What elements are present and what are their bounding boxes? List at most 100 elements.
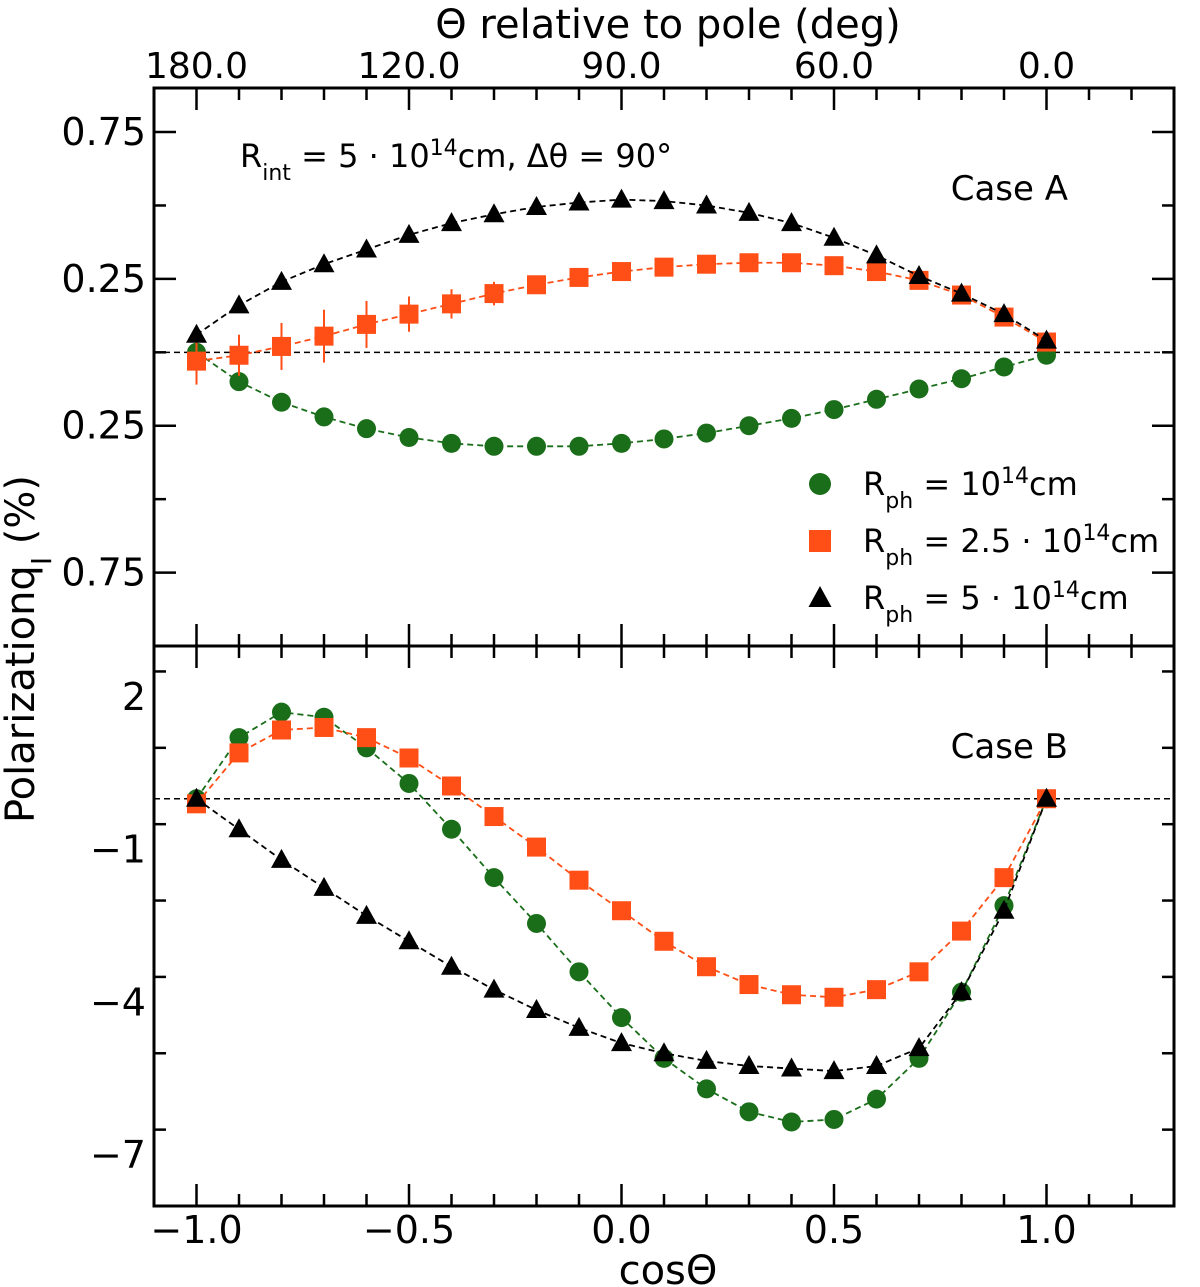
legend-exp: 14: [1052, 578, 1080, 603]
data-point: [866, 1055, 887, 1074]
y-tick-label: 0.75: [61, 551, 146, 595]
data-point: [697, 254, 716, 274]
legend-tail: cm: [1110, 522, 1159, 560]
series-case-a-0: [187, 342, 1056, 456]
y-axis-title-q: q: [0, 565, 44, 590]
top-tick-label: 90.0: [581, 46, 661, 87]
data-point: [357, 419, 376, 439]
data-point: [994, 357, 1014, 377]
data-point: [271, 270, 292, 290]
data-point: [867, 389, 886, 409]
top-tick-label: 180.0: [145, 46, 248, 87]
data-point: [272, 720, 291, 740]
data-point: [484, 436, 504, 456]
data-point: [483, 978, 505, 998]
data-point: [867, 262, 886, 282]
legend-r: R: [863, 522, 885, 560]
data-point: [908, 1037, 930, 1057]
data-point: [612, 901, 631, 921]
y-axis-title-prefix: Polarization: [0, 591, 44, 823]
data-point: [399, 427, 419, 447]
data-point: [527, 275, 546, 295]
y-tick-label: −7: [90, 1133, 146, 1177]
data-point: [867, 1089, 886, 1109]
legend-eq: = 2.5 · 10: [913, 522, 1082, 560]
data-point: [739, 975, 759, 995]
data-point: [441, 212, 462, 232]
data-point: [314, 717, 334, 737]
data-point: [527, 436, 546, 456]
data-point: [782, 1112, 801, 1132]
data-point: [526, 999, 547, 1018]
top-axis-title: Θ relative to pole (deg): [435, 2, 901, 48]
data-point: [442, 819, 461, 839]
data-point: [569, 267, 589, 287]
legend-r: R: [863, 465, 885, 503]
data-point: [782, 253, 801, 273]
legend-sub: ph: [885, 489, 913, 514]
data-point: [823, 226, 845, 246]
data-point: [527, 837, 546, 857]
series-case-a-1: [187, 253, 1056, 385]
series-case-b-1: [187, 717, 1056, 1007]
legend-sub: ph: [885, 603, 913, 628]
data-point: [866, 244, 887, 264]
data-point: [399, 304, 419, 324]
data-point: [612, 262, 631, 282]
data-point: [993, 899, 1015, 919]
data-point: [823, 1060, 845, 1080]
legend-sub: ph: [885, 546, 913, 571]
data-point: [484, 284, 504, 304]
data-point: [313, 876, 335, 896]
data-point: [442, 294, 461, 314]
annotation-text: Rint = 5 · 1014cm, Δθ = 90°: [240, 136, 672, 186]
data-point: [483, 203, 505, 223]
data-point: [568, 1016, 590, 1036]
data-point: [909, 379, 929, 399]
series-line: [195, 351, 1047, 448]
data-point: [569, 962, 589, 982]
data-point: [229, 345, 249, 365]
data-point: [697, 423, 716, 443]
panel-case-a: 0.75 0.25 0.25 0.75 Case A: [61, 88, 1174, 646]
data-point: [442, 433, 461, 453]
series-case-a-2: [186, 188, 1057, 349]
data-point: [697, 1079, 716, 1099]
legend-marker: [809, 473, 831, 495]
data-point: [824, 400, 844, 420]
data-point: [824, 1109, 844, 1129]
plot-layer: 0.75 0.25 0.25 0.75 Case A 2 −1 −4 −7 Case B −1.0 −…: [61, 46, 1176, 1252]
data-point: [442, 776, 461, 796]
annotation-sub: int: [262, 161, 291, 186]
data-point: [653, 1042, 675, 1062]
data-point: [952, 921, 971, 941]
data-point: [867, 980, 886, 1000]
y-tick-label: 2: [122, 675, 146, 719]
data-point: [612, 433, 631, 453]
legend-tail: cm: [1029, 465, 1078, 503]
top-tick-label: 0.0: [1018, 46, 1075, 87]
data-point: [908, 264, 930, 284]
data-point: [739, 416, 759, 436]
data-point: [186, 787, 207, 807]
data-point: [654, 257, 674, 277]
data-point: [484, 807, 504, 827]
data-point: [994, 868, 1014, 888]
data-point: [781, 1057, 802, 1077]
panel-label: Case A: [951, 169, 1068, 209]
data-point: [314, 407, 334, 427]
legend-marker: [809, 530, 831, 552]
annotation-eq: = 5 · 10: [291, 137, 430, 175]
legend-label: Rph = 5 · 1014cm: [863, 578, 1129, 628]
legend-exp: 14: [1001, 464, 1029, 489]
data-point: [568, 191, 590, 211]
legend-label: Rph = 2.5 · 1014cm: [863, 521, 1159, 571]
data-point: [696, 1049, 717, 1069]
panel-label: Case B: [951, 727, 1068, 767]
data-point: [1036, 329, 1057, 349]
series-line: [195, 726, 1048, 999]
data-point: [228, 294, 250, 314]
data-point: [993, 303, 1015, 323]
data-point: [824, 256, 844, 276]
data-point: [272, 336, 291, 356]
